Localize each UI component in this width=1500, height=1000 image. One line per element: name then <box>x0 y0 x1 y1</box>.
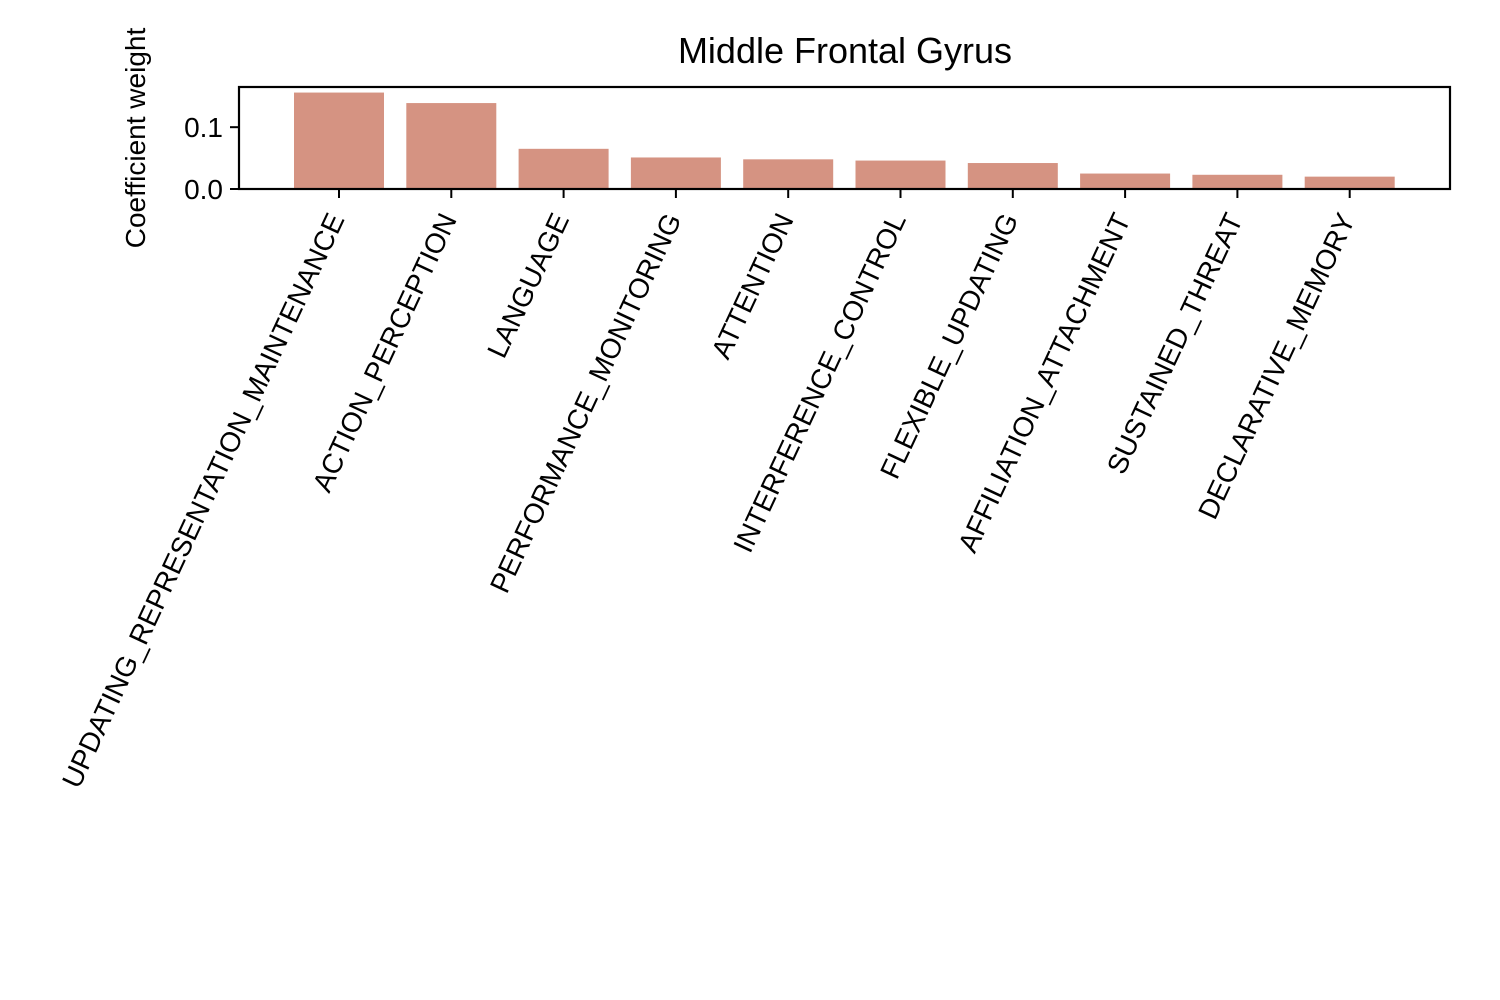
plot-frame <box>237 85 1452 191</box>
x-tick-label: UPDATING_REPRESENTATION_MAINTENANCE <box>56 208 350 792</box>
bar-updating-representation-maintenance <box>294 92 384 189</box>
bar-action-perception <box>406 103 497 189</box>
x-tick-label: ATTENTION <box>705 208 799 363</box>
y-tick-label: 0.1 <box>184 112 223 143</box>
bar-sustained-threat <box>1192 174 1283 189</box>
x-tick-label: LANGUAGE <box>481 208 575 362</box>
bar-attention <box>743 159 834 189</box>
bar-language <box>518 148 609 189</box>
y-tick-label: 0.0 <box>184 174 223 205</box>
y-axis-label: Coefficient weight <box>120 28 151 249</box>
chart-title: Middle Frontal Gyrus <box>678 30 1012 71</box>
bar-affiliation-attachment <box>1080 173 1171 189</box>
bars-group <box>294 92 1395 189</box>
bar-flexible-updating <box>967 163 1058 189</box>
bar-interference-control <box>855 160 946 189</box>
x-tick-label: PERFORMANCE_MONITORING <box>484 208 687 597</box>
bar-declarative-memory <box>1304 176 1395 189</box>
bar-performance-monitoring <box>630 157 721 189</box>
y-axis-ticks: 0.0 0.1 <box>184 112 239 205</box>
x-axis-ticks: UPDATING_REPRESENTATION_MAINTENANCEACTIO… <box>56 189 1361 793</box>
